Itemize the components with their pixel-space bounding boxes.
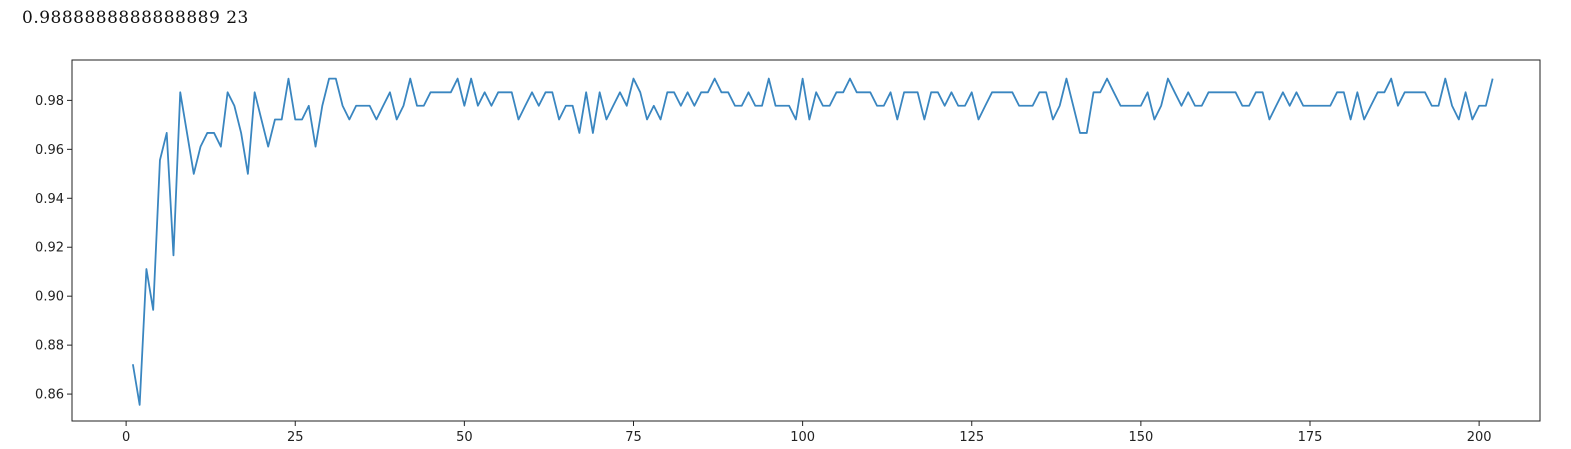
x-tick-label: 150	[1128, 430, 1153, 445]
series-line	[131, 77, 1494, 406]
plot-area	[131, 77, 1494, 406]
printed-output: 0.9888888888888889 23	[22, 8, 249, 28]
x-tick-label: 175	[1298, 430, 1323, 445]
x-tick-label: 0	[122, 430, 130, 445]
best-k-text: 23	[226, 8, 249, 28]
plot-frame	[71, 59, 1541, 422]
x-tick-label: 125	[959, 430, 984, 445]
y-tick-label: 0.86	[35, 388, 64, 403]
best-score-text: 0.9888888888888889	[22, 8, 221, 28]
y-tick-label: 0.96	[35, 143, 64, 158]
x-tick-label: 75	[625, 430, 642, 445]
y-tick-label: 0.98	[35, 94, 64, 109]
x-tick-label: 25	[287, 430, 304, 445]
axes: 0 25 50 75 100 125 150 175 200 0.86 0.88 0.90 0.92 0.…	[35, 59, 1541, 445]
x-tick-label: 50	[456, 430, 473, 445]
y-tick-label: 0.88	[35, 339, 64, 354]
x-tick-label: 100	[790, 430, 815, 445]
y-tick-label: 0.92	[35, 241, 64, 256]
y-tick-label: 0.90	[35, 290, 64, 305]
y-tick-label: 0.94	[35, 192, 64, 207]
x-tick-label: 200	[1467, 430, 1492, 445]
